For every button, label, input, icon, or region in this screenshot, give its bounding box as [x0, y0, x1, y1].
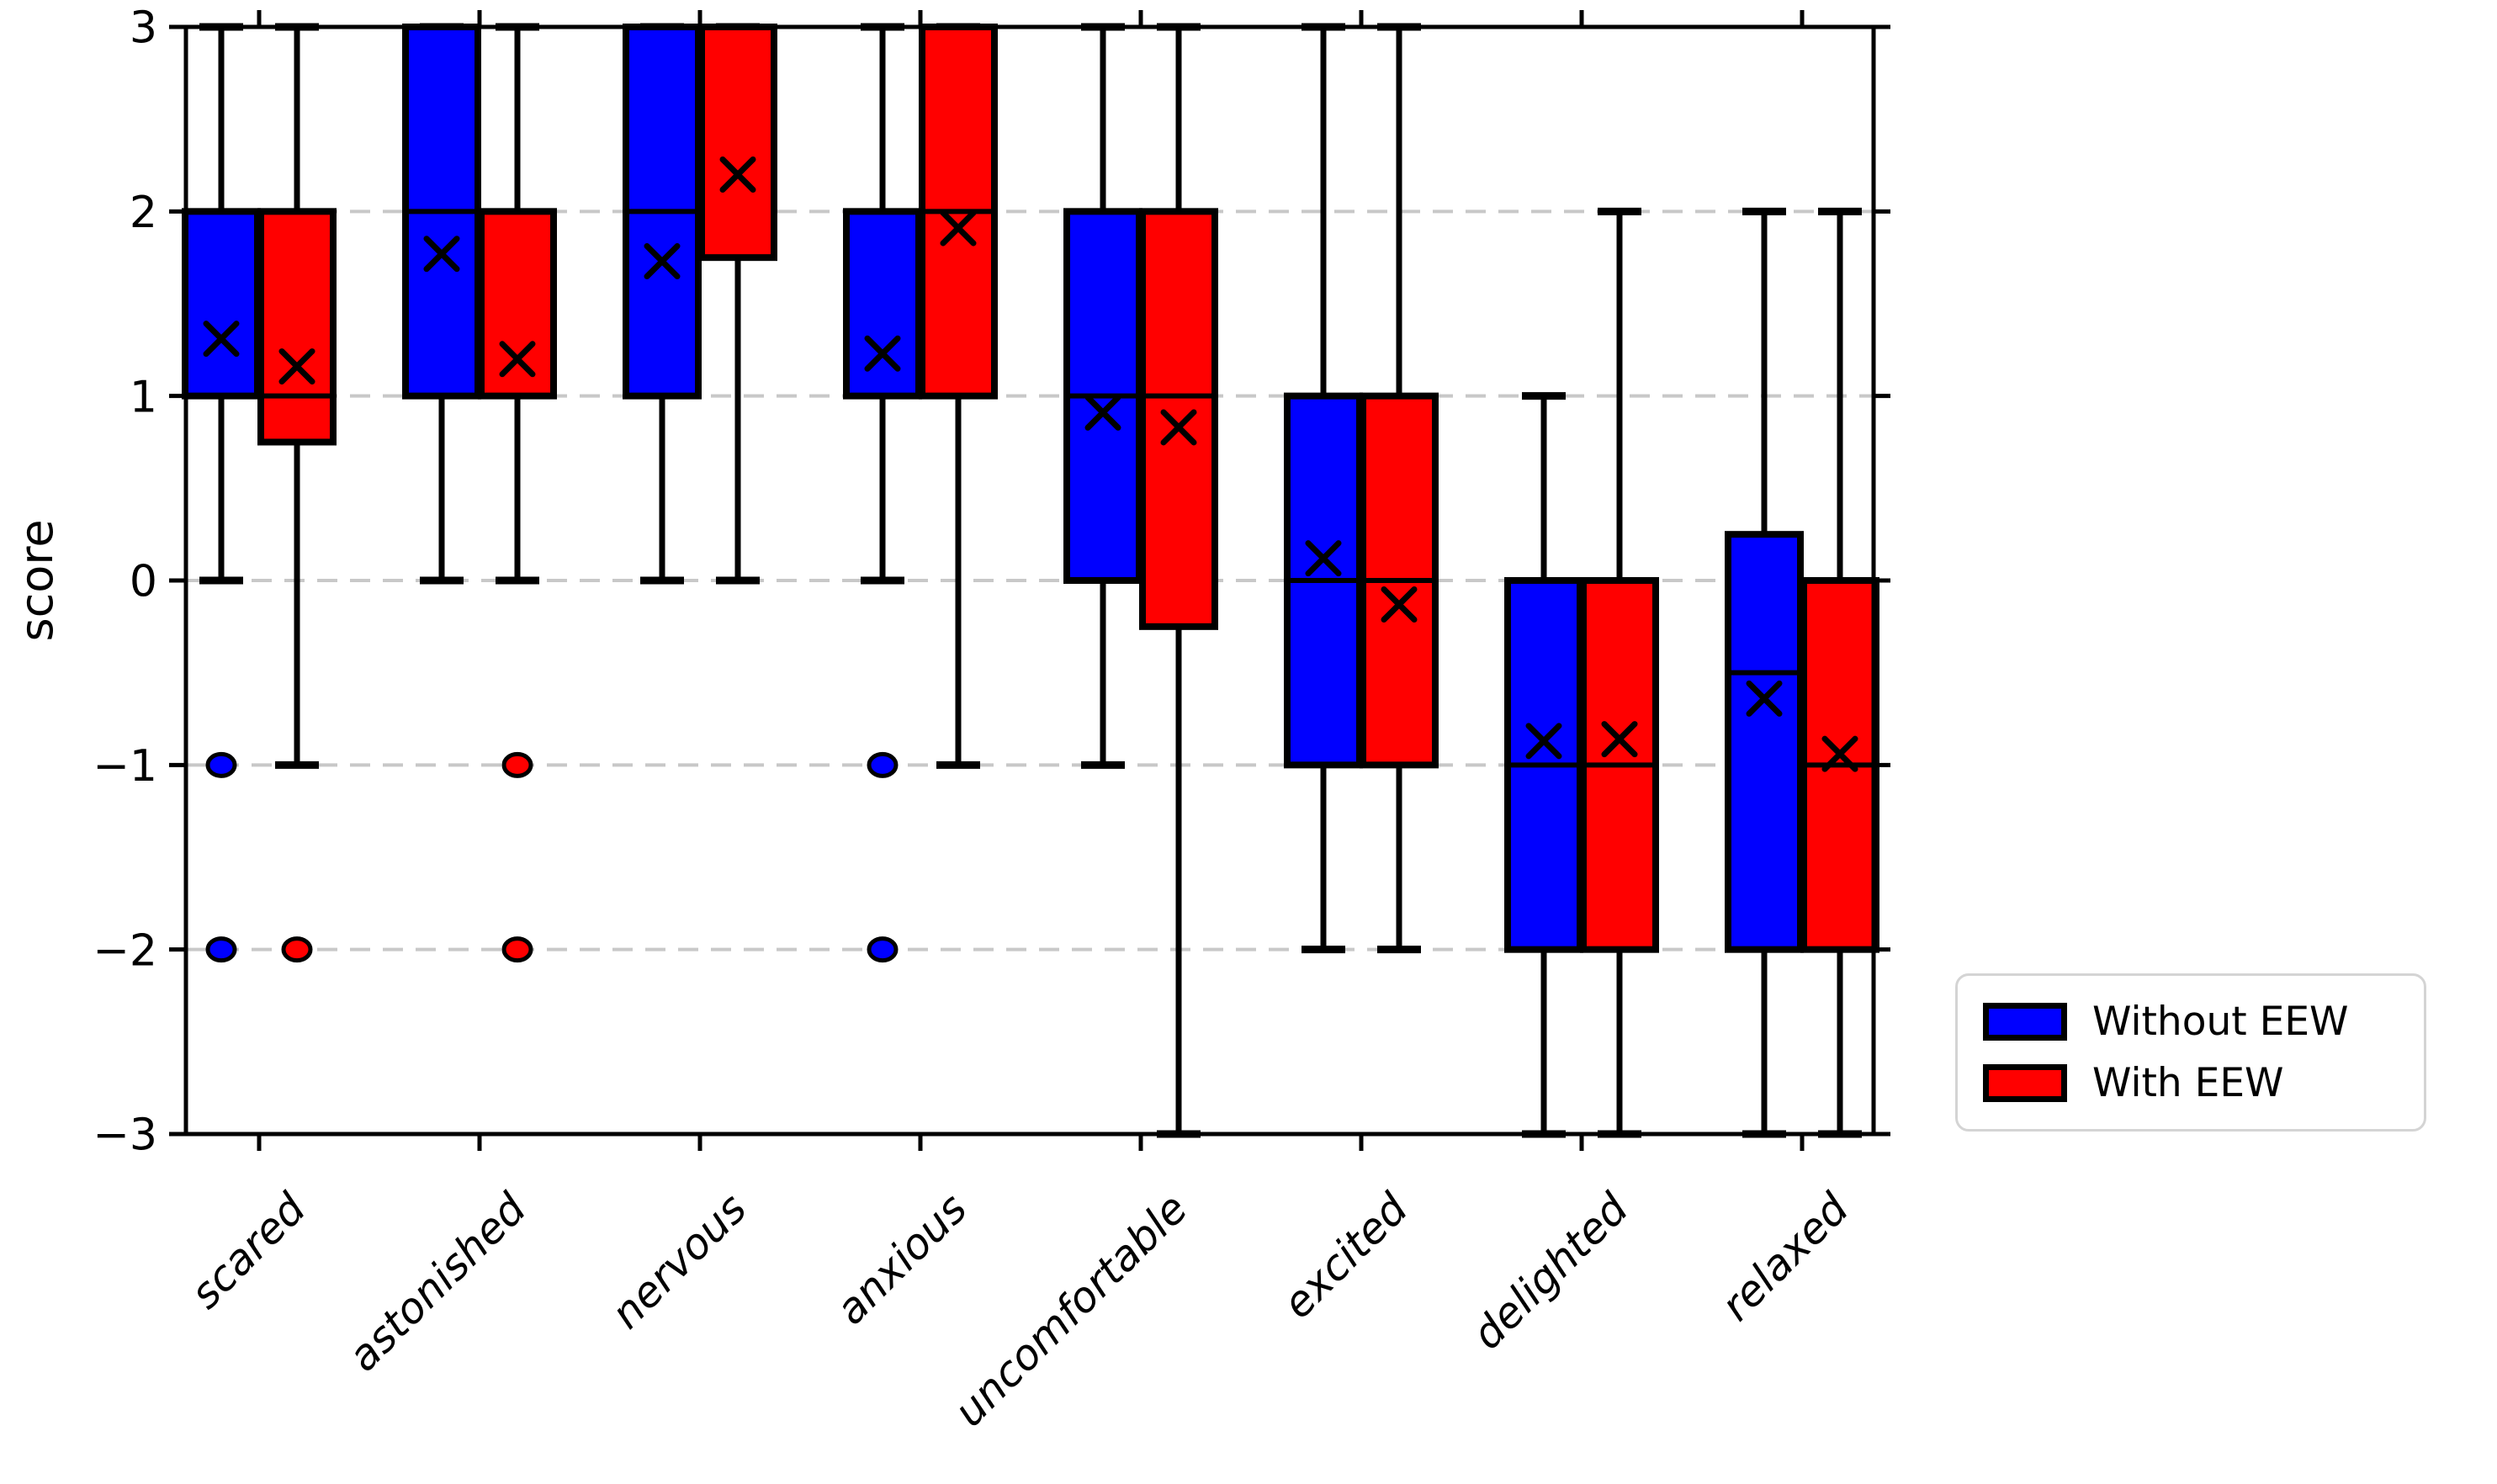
box-group-without-eew-delighted — [1504, 392, 1583, 1138]
outlier-point — [205, 751, 237, 778]
box-group-with-eew-scared — [257, 23, 337, 963]
outlier-point — [501, 751, 533, 778]
legend-item-with-eew: With EEW — [1983, 1063, 2424, 1103]
box-with-eew-astonished — [478, 208, 557, 400]
box-group-with-eew-delighted — [1580, 207, 1659, 1138]
box-group-without-eew-astonished — [402, 23, 481, 585]
box-group-without-eew-relaxed — [1725, 207, 1804, 1138]
box-with-eew-scared — [257, 208, 337, 446]
mean-marker — [1821, 735, 1858, 772]
mean-marker — [719, 156, 756, 193]
mean-marker — [278, 348, 315, 385]
outlier-point — [867, 936, 899, 963]
y-axis-label: score — [10, 519, 63, 641]
legend-swatch-with-eew — [1983, 1064, 2067, 1102]
y-tick-label: −2 — [93, 925, 157, 976]
mean-marker — [1381, 586, 1418, 623]
mean-marker — [203, 321, 240, 358]
y-tick-label: −1 — [93, 741, 157, 792]
box-group-with-eew-nervous — [698, 23, 777, 585]
box-with-eew-uncomfortable — [1139, 208, 1218, 630]
box-group-with-eew-excited — [1360, 23, 1439, 954]
legend-label-with-eew: With EEW — [2092, 1060, 2284, 1106]
outlier-point — [205, 936, 237, 963]
box-group-without-eew-anxious — [843, 23, 922, 963]
x-tick-label-scared: scared — [181, 1184, 315, 1317]
y-tick-label: 0 — [130, 557, 157, 607]
box-group-without-eew-excited — [1284, 23, 1363, 954]
box-group-with-eew-uncomfortable — [1139, 23, 1218, 1138]
y-tick-label: −3 — [93, 1110, 157, 1161]
mean-marker — [1746, 680, 1783, 717]
x-tick-label-delighted: delighted — [1463, 1184, 1638, 1359]
mean-marker — [940, 209, 977, 246]
box-group-without-eew-uncomfortable — [1063, 23, 1142, 769]
box-group-with-eew-anxious — [919, 23, 998, 769]
outlier-point — [867, 751, 899, 778]
y-tick-label: 2 — [130, 188, 157, 238]
mean-marker — [499, 341, 536, 378]
mean-marker — [1601, 721, 1638, 758]
legend-swatch-without-eew — [1983, 1003, 2067, 1041]
legend: Without EEW With EEW — [1955, 973, 2426, 1132]
box-group-with-eew-relaxed — [1800, 207, 1879, 1138]
legend-item-without-eew: Without EEW — [1983, 1002, 2424, 1041]
x-tick-label-anxious: anxious — [826, 1184, 976, 1333]
y-tick-label: 1 — [130, 372, 157, 422]
box-with-eew-nervous — [698, 24, 777, 262]
x-tick-label-excited: excited — [1273, 1184, 1417, 1328]
box-without-eew-scared — [182, 208, 261, 400]
x-tick-label-astonished: astonished — [339, 1184, 536, 1381]
x-tick-label-nervous: nervous — [602, 1184, 755, 1338]
mean-marker — [644, 243, 681, 280]
mean-marker — [1525, 723, 1562, 760]
box-group-without-eew-nervous — [623, 23, 702, 585]
x-tick-label-uncomfortable: uncomfortable — [945, 1184, 1197, 1436]
box-group-with-eew-astonished — [478, 23, 557, 963]
mean-marker — [423, 236, 460, 273]
x-tick-label-relaxed: relaxed — [1712, 1184, 1858, 1330]
legend-label-without-eew: Without EEW — [2092, 999, 2349, 1045]
mean-marker — [1160, 409, 1197, 446]
mean-marker — [864, 335, 901, 372]
mean-marker — [1084, 394, 1121, 431]
box-group-without-eew-scared — [182, 23, 261, 963]
outlier-point — [501, 936, 533, 963]
mean-marker — [1305, 540, 1342, 577]
outlier-point — [281, 936, 313, 963]
box-without-eew-anxious — [843, 208, 922, 400]
box-without-eew-relaxed — [1725, 531, 1804, 953]
y-tick-label: 3 — [130, 3, 157, 54]
